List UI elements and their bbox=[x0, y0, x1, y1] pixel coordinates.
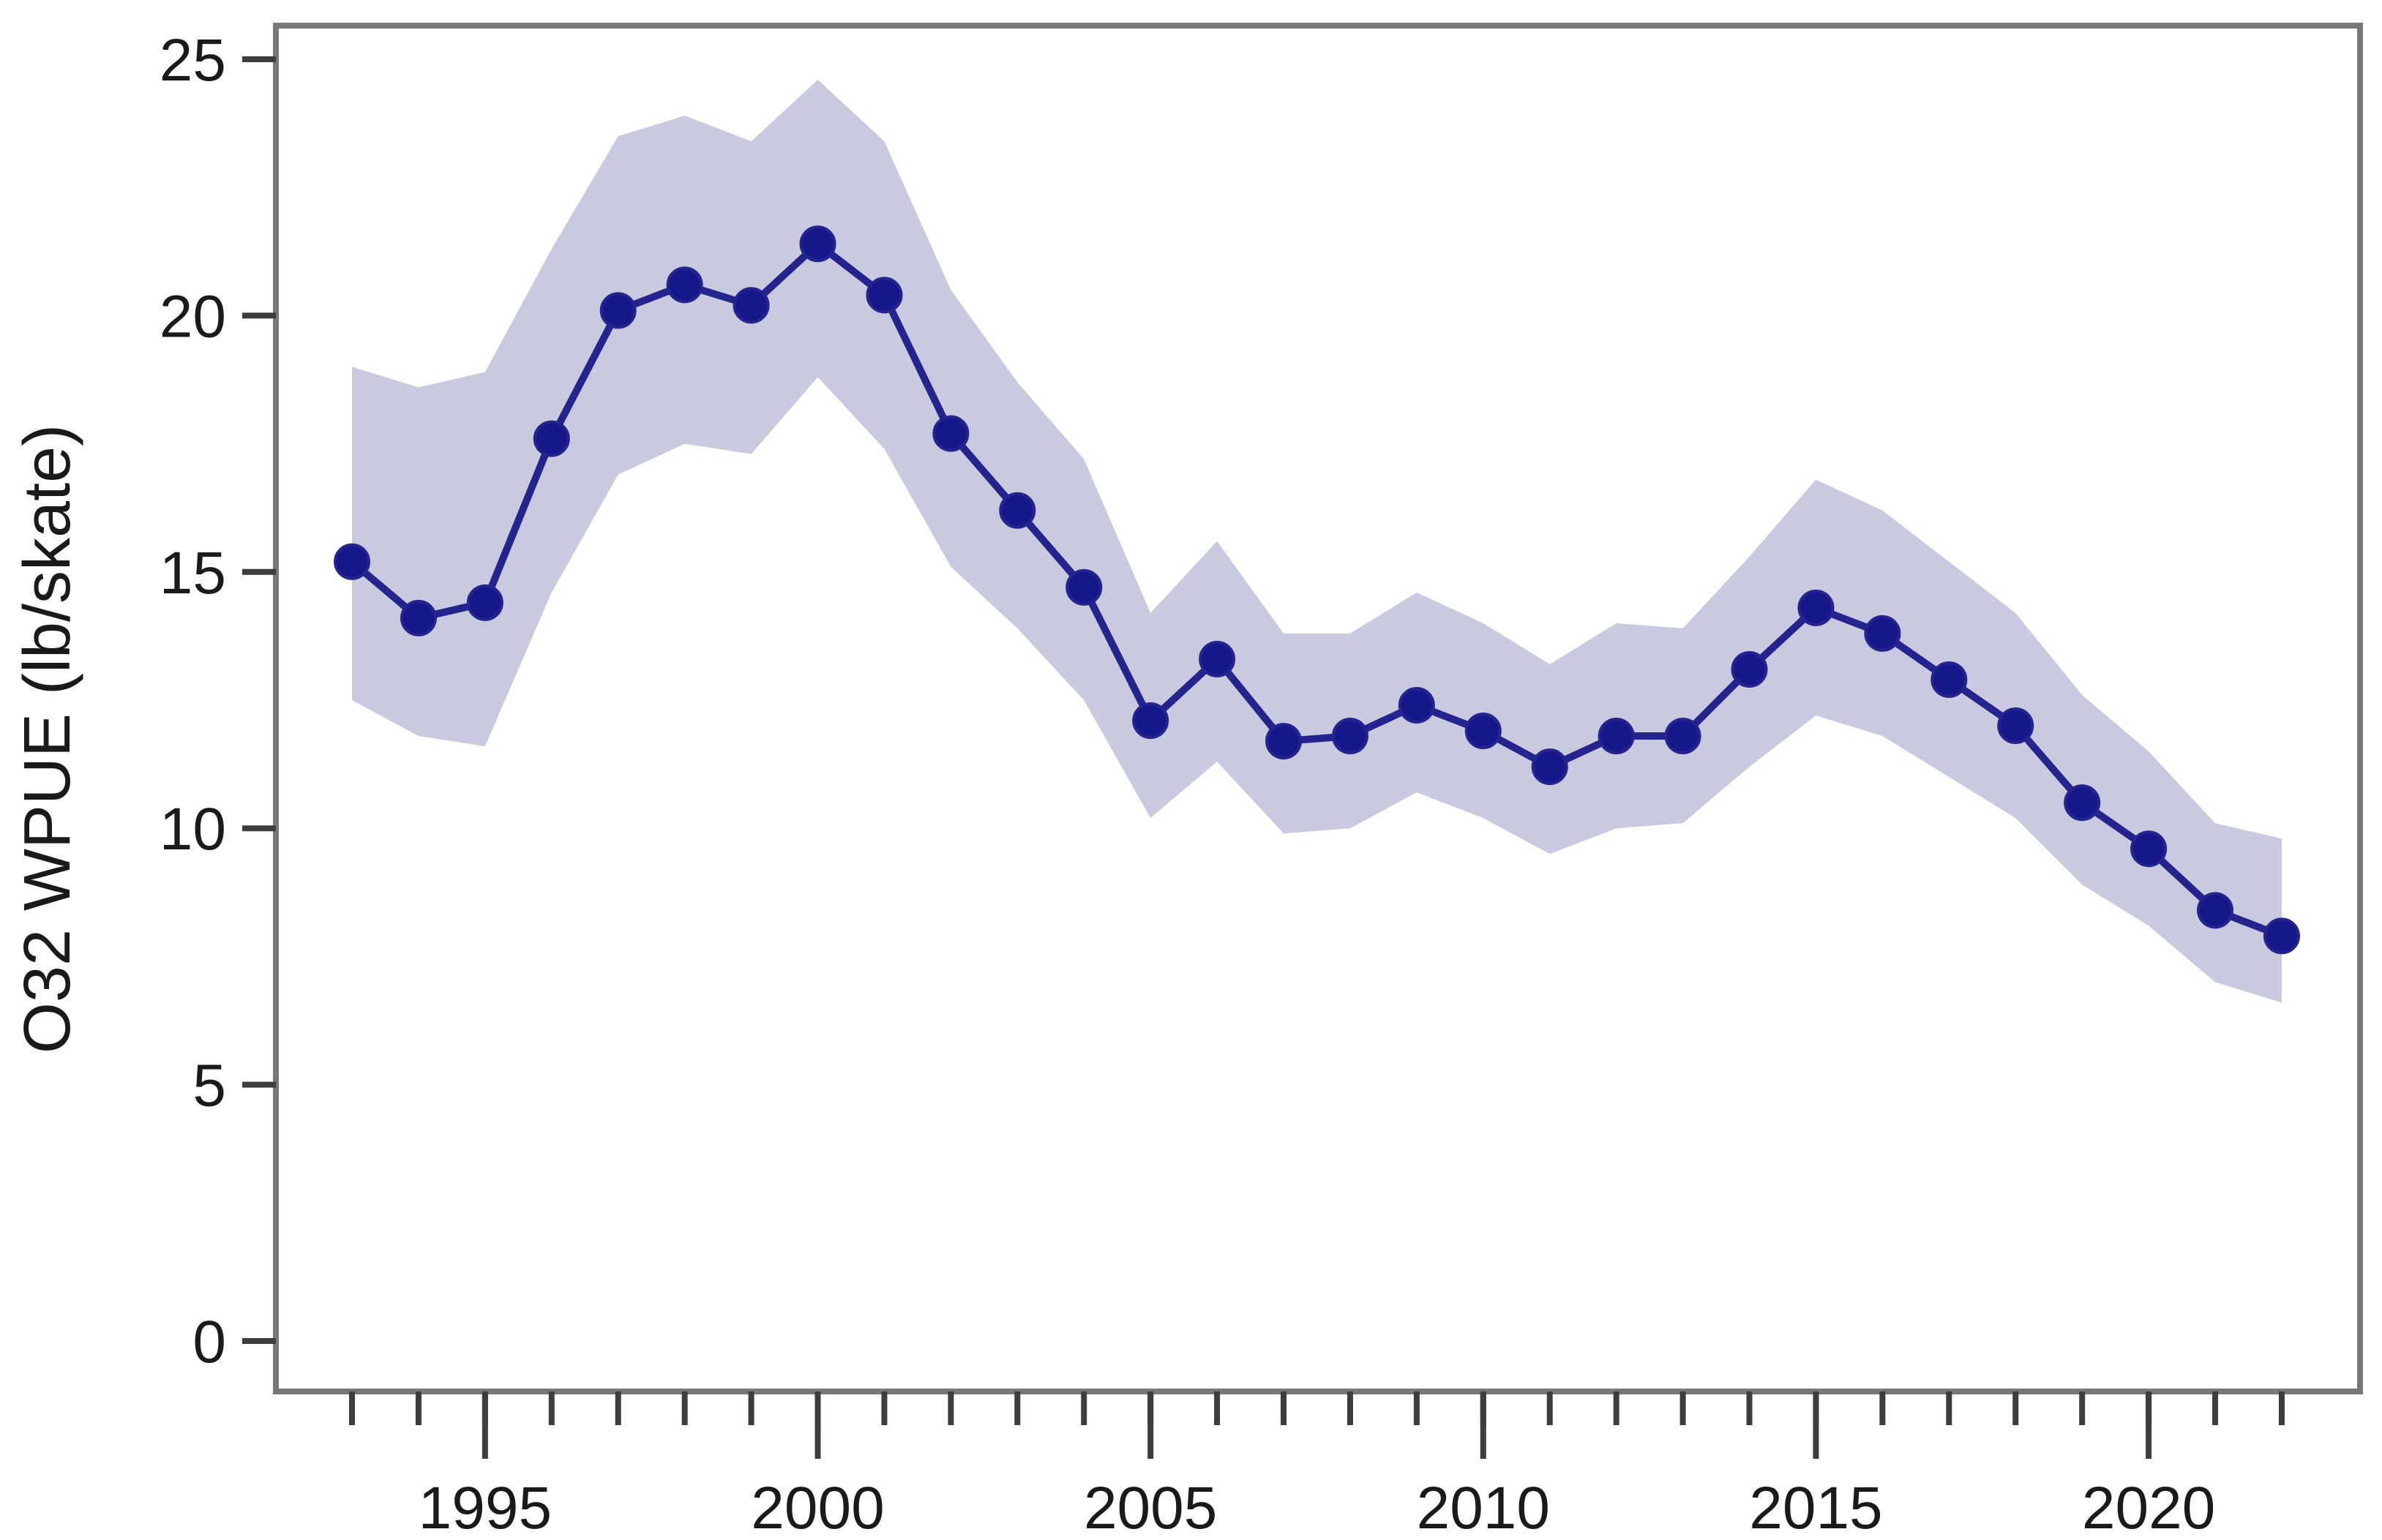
data-point bbox=[1664, 718, 1701, 755]
x-tick-label: 2005 bbox=[1084, 1475, 1217, 1540]
x-tick-label: 2020 bbox=[2082, 1475, 2215, 1540]
data-point bbox=[1731, 650, 1768, 688]
data-point bbox=[2130, 830, 2168, 868]
data-point bbox=[2064, 784, 2101, 822]
y-tick-label: 0 bbox=[192, 1309, 226, 1375]
data-point bbox=[2197, 892, 2234, 929]
data-point-layer bbox=[334, 225, 2300, 955]
x-tick-label: 2010 bbox=[1417, 1475, 1550, 1540]
y-tick-label: 20 bbox=[160, 283, 226, 350]
data-point bbox=[999, 492, 1036, 529]
y-tick-label: 15 bbox=[160, 540, 226, 606]
y-tick-label: 5 bbox=[192, 1053, 226, 1119]
data-point bbox=[1132, 702, 1169, 740]
confidence-band-layer bbox=[352, 80, 2282, 1003]
data-point bbox=[1531, 748, 1568, 786]
data-point bbox=[334, 543, 370, 580]
y-tick-label: 10 bbox=[160, 796, 226, 863]
data-point bbox=[1864, 615, 1901, 652]
data-point bbox=[1331, 718, 1368, 755]
confidence-band bbox=[352, 80, 2282, 1003]
data-point bbox=[799, 225, 836, 263]
data-point bbox=[1398, 687, 1435, 724]
data-point bbox=[1997, 707, 2034, 745]
x-tick-label: 2000 bbox=[751, 1475, 884, 1540]
data-point bbox=[666, 266, 703, 304]
y-axis-title: O32 WPUE (lb/skate) bbox=[11, 424, 84, 1053]
data-point bbox=[400, 599, 437, 636]
data-point bbox=[1065, 568, 1103, 606]
data-point bbox=[1199, 640, 1236, 677]
axis-layer: 0 5 10 15 20 25 1995 2000 2005 2010 2015 2020 bbox=[160, 23, 2363, 1540]
data-point bbox=[1265, 723, 1303, 760]
data-point bbox=[1464, 713, 1502, 750]
x-tick-label: 2015 bbox=[1749, 1475, 1882, 1540]
data-point bbox=[1930, 661, 1968, 698]
data-point bbox=[466, 584, 503, 621]
data-point bbox=[533, 420, 570, 457]
data-point bbox=[733, 287, 770, 324]
data-point bbox=[866, 277, 903, 314]
data-point bbox=[932, 415, 970, 452]
y-tick-label: 25 bbox=[160, 27, 226, 94]
x-tick-label: 1995 bbox=[419, 1475, 552, 1540]
data-point bbox=[599, 292, 637, 329]
data-point bbox=[1598, 718, 1635, 755]
data-point bbox=[2263, 917, 2300, 955]
data-point bbox=[1797, 589, 1835, 626]
plot-box bbox=[273, 23, 2363, 1394]
